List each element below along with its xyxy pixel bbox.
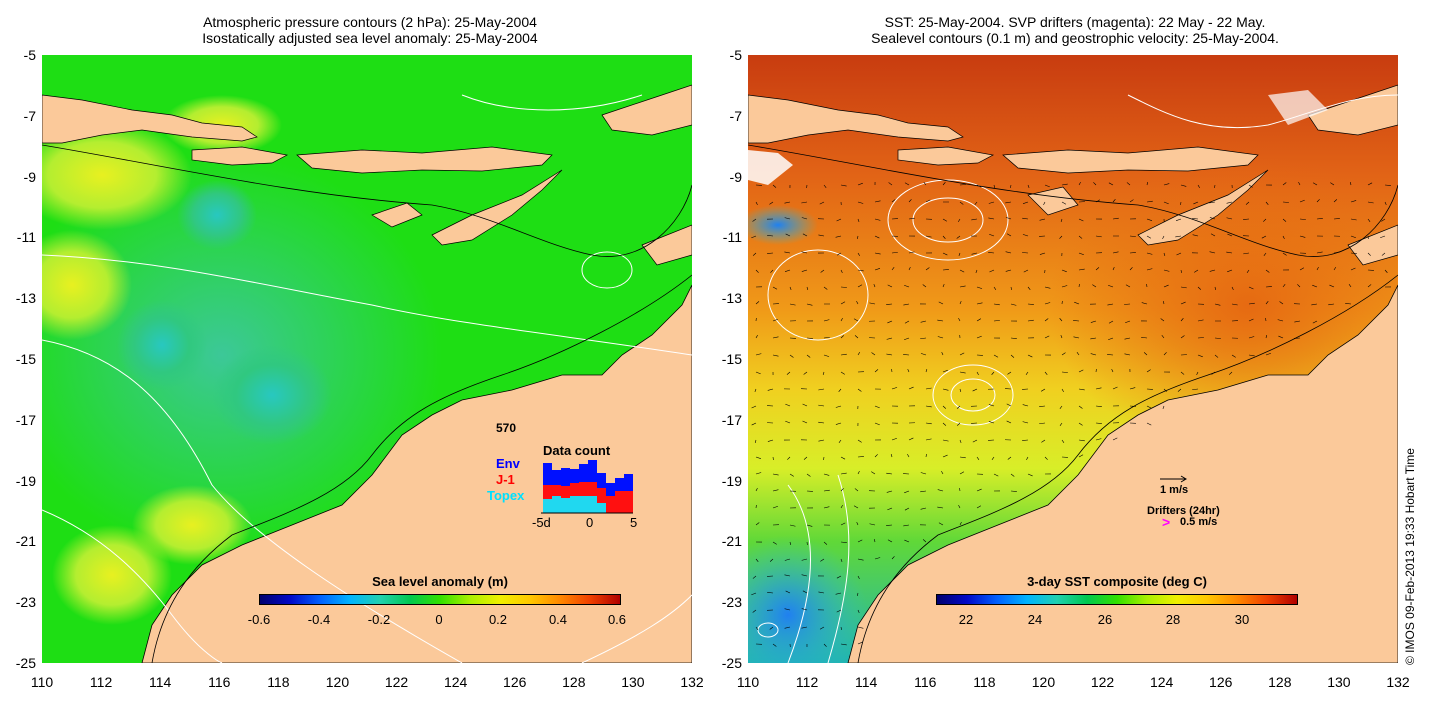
legend-topex: Topex [487, 488, 525, 503]
y-tick-label: -9 [729, 168, 742, 185]
imos-credit: © IMOS 09-Feb-2013 19:33 Hobart Time [1403, 448, 1417, 665]
x-tick-label: 128 [1268, 674, 1292, 690]
y-tick-label: -19 [15, 472, 36, 489]
y-tick-label: -13 [721, 290, 742, 307]
y-tick-label: -5 [729, 47, 742, 63]
x-tick-label: 126 [1209, 674, 1233, 690]
velocity-vector-field [751, 181, 1392, 648]
left-cbar-tick: -0.2 [367, 612, 391, 627]
x-tick-label: 116 [914, 674, 937, 690]
y-tick-label: -23 [15, 594, 36, 611]
sst-colorbar [936, 594, 1298, 605]
sea-level-anomaly-map-graphic [42, 55, 692, 663]
y-tick-label: -17 [721, 411, 742, 428]
left-cbar-tick: 0 [435, 612, 443, 627]
right-title-line1: SST: 25-May-2004. SVP drifters (magenta)… [884, 14, 1266, 30]
right-panel-title: SST: 25-May-2004. SVP drifters (magenta)… [745, 14, 1405, 46]
right-cbar-tick: 22 [958, 612, 974, 627]
y-tick-label: -11 [16, 229, 36, 246]
x-tick-label: 110 [30, 674, 54, 690]
left-cbar-tick: 0.6 [607, 612, 627, 627]
y-tick-label: -21 [15, 533, 36, 550]
right-cbar-tick: 26 [1097, 612, 1113, 627]
x-tick-label: 130 [621, 674, 645, 690]
y-tick-label: -19 [721, 472, 742, 489]
y-tick-label: -17 [15, 411, 36, 428]
y-tick-label: -9 [23, 168, 36, 185]
x-tick-label: 112 [89, 674, 113, 690]
right-cbar-tick: 30 [1234, 612, 1250, 627]
velocity-scale-label: 1 m/s [1160, 484, 1189, 496]
histogram-xtick-5: 5 [630, 515, 638, 530]
x-tick-label: 118 [267, 674, 290, 690]
x-tick-label: 124 [443, 674, 468, 690]
y-tick-label: -21 [721, 533, 742, 550]
left-colorbar-title: Sea level anomaly (m) [372, 574, 508, 589]
x-tick-label: 118 [973, 674, 996, 690]
legend-j1: J-1 [496, 472, 515, 487]
right-cbar-tick: 24 [1027, 612, 1043, 627]
data-count-total: 570 [496, 421, 517, 435]
drifters-label: Drifters (24hr) [1147, 505, 1220, 517]
legend-env: Env [496, 456, 520, 471]
y-tick-label: -7 [729, 107, 742, 124]
x-tick-label: 124 [1149, 674, 1174, 690]
right-cbar-tick: 28 [1165, 612, 1181, 627]
left-cbar-tick: -0.6 [247, 612, 271, 627]
y-tick-label: -25 [721, 655, 742, 671]
x-tick-label: 114 [855, 674, 878, 690]
left-panel-title: Atmospheric pressure contours (2 hPa): 2… [40, 14, 700, 46]
left-cbar-tick: 0.2 [488, 612, 508, 627]
y-tick-label: -7 [23, 107, 36, 124]
x-tick-label: 110 [736, 674, 760, 690]
drifter-scale-label: 0.5 m/s [1180, 516, 1218, 528]
histogram-xtick-0: 0 [586, 515, 594, 530]
sst-map-graphic [748, 55, 1398, 663]
data-count-title: Data count [543, 443, 611, 458]
histogram-xtick-minus5: -5d [532, 515, 551, 530]
x-tick-label: 112 [795, 674, 819, 690]
left-title-line2: Isostatically adjusted sea level anomaly… [202, 30, 538, 46]
sst-map [748, 55, 1398, 663]
y-tick-label: -5 [23, 47, 36, 63]
left-cbar-tick: -0.4 [307, 612, 331, 627]
sea-level-anomaly-map [42, 55, 692, 663]
left-title-line1: Atmospheric pressure contours (2 hPa): 2… [203, 14, 537, 30]
y-tick-label: -15 [721, 351, 742, 367]
right-colorbar-title: 3-day SST composite (deg C) [1027, 574, 1207, 589]
x-tick-label: 126 [503, 674, 527, 690]
left-cbar-tick: 0.4 [548, 612, 568, 627]
y-tick-label: -11 [722, 229, 742, 246]
x-tick-label: 122 [384, 674, 409, 690]
x-tick-label: 122 [1090, 674, 1115, 690]
y-tick-label: -23 [721, 594, 742, 611]
x-tick-label: 128 [562, 674, 586, 690]
x-tick-label: 116 [208, 674, 231, 690]
y-tick-label: -15 [15, 351, 36, 367]
right-title-line2: Sealevel contours (0.1 m) and geostrophi… [871, 30, 1279, 46]
drifter-arrow-icon: > [1162, 514, 1171, 530]
sea-level-colorbar [259, 594, 621, 605]
data-count-histogram [541, 460, 633, 514]
velocity-scale-arrow [1160, 475, 1187, 483]
x-tick-label: 120 [325, 674, 350, 690]
x-tick-label: 132 [1386, 674, 1410, 690]
histogram-bars [543, 460, 633, 513]
x-tick-label: 114 [149, 674, 172, 690]
x-tick-label: 132 [680, 674, 704, 690]
y-tick-label: -13 [15, 290, 36, 307]
x-tick-label: 130 [1327, 674, 1351, 690]
x-tick-label: 120 [1031, 674, 1056, 690]
y-tick-label: -25 [15, 655, 36, 671]
